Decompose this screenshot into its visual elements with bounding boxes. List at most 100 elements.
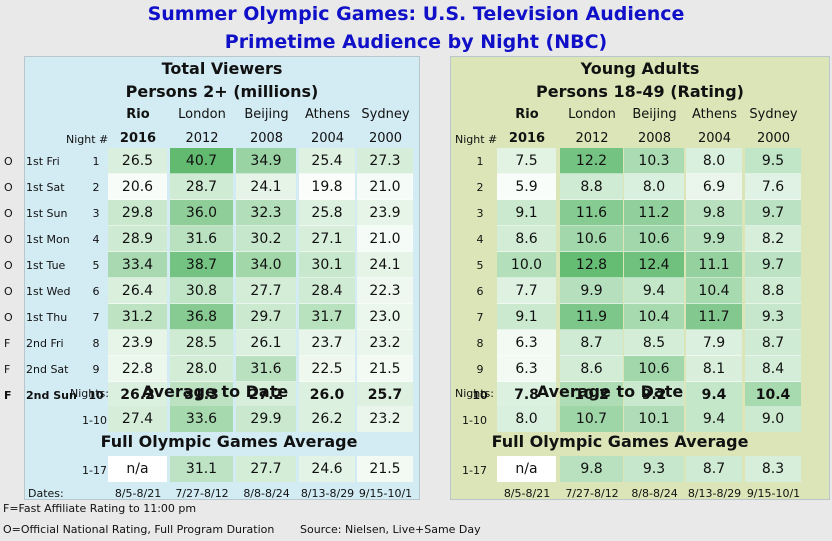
total-value-cell: 31.2 xyxy=(108,304,167,330)
young-value-cell: 11.6 xyxy=(560,200,623,226)
total-value-cell: 22.5 xyxy=(299,356,355,382)
young-night-number: 4 xyxy=(476,233,484,246)
young-adults-heading: Young Adults xyxy=(580,59,700,78)
young-full-avg-cell: 8.3 xyxy=(745,456,801,482)
total-value-cell: 28.5 xyxy=(170,330,233,356)
total-value-cell: 36.8 xyxy=(170,304,233,330)
total-value-cell: 32.3 xyxy=(236,200,296,226)
young-col-name: Beijing xyxy=(632,107,677,122)
young-value-cell: 8.6 xyxy=(497,226,556,252)
young-avg-to-date-cell: 10.1 xyxy=(624,406,684,432)
total-value-cell: 22.3 xyxy=(357,278,413,304)
young-value-cell: 9.5 xyxy=(745,148,801,174)
chart-title: Summer Olympic Games: U.S. Television Au… xyxy=(147,3,685,25)
young-night-number: 9 xyxy=(476,363,484,376)
total-col-name: Sydney xyxy=(361,107,410,122)
total-value-cell: 29.8 xyxy=(108,200,167,226)
young-col-name: Sydney xyxy=(749,107,798,122)
total-night-number: 8 xyxy=(92,337,100,350)
total-value-cell: 28.0 xyxy=(170,356,233,382)
total-value-cell: 27.2 xyxy=(236,382,296,408)
total-value-cell: 28.4 xyxy=(299,278,355,304)
rating-type-mark: O xyxy=(4,285,13,298)
young-value-cell: 11.7 xyxy=(686,304,742,330)
young-value-cell: 9.9 xyxy=(686,226,742,252)
total-col-name: Athens xyxy=(304,107,350,122)
total-value-cell: 23.9 xyxy=(357,200,413,226)
total-col-year: 2008 xyxy=(249,131,284,146)
night-label: 1st Tue xyxy=(26,259,66,272)
total-value-cell: 23.9 xyxy=(108,330,167,356)
total-value-cell: 40.7 xyxy=(170,148,233,174)
young-value-cell: 9.8 xyxy=(686,200,742,226)
total-value-cell: 24.1 xyxy=(236,174,296,200)
young-adults-subheading: Persons 18-49 (Rating) xyxy=(536,82,744,101)
young-night-header: Night # xyxy=(455,133,498,146)
young-value-cell: 11.2 xyxy=(624,200,684,226)
total-value-cell: 23.7 xyxy=(299,330,355,356)
rating-type-mark: F xyxy=(4,337,11,350)
young-col-year: 2008 xyxy=(637,131,672,146)
total-night-number: 10 xyxy=(88,389,104,402)
young-value-cell: 9.3 xyxy=(745,304,801,330)
total-value-cell: 26.4 xyxy=(108,278,167,304)
young-nights-label: Nights: xyxy=(455,387,494,400)
young-night-number: 7 xyxy=(476,311,484,324)
total-value-cell: 30.1 xyxy=(299,252,355,278)
footnote-official-rating: O=Official National Rating, Full Program… xyxy=(3,523,275,536)
total-value-cell: 27.1 xyxy=(299,226,355,252)
night-label: 1st Wed xyxy=(26,285,71,298)
young-value-cell: 7.6 xyxy=(745,174,801,200)
young-value-cell: 11.9 xyxy=(560,304,623,330)
total-full-avg-cell: 27.7 xyxy=(236,456,296,482)
young-value-cell: 9.1 xyxy=(497,200,556,226)
total-value-cell: 25.7 xyxy=(357,382,413,408)
night-label: 1st Sat xyxy=(26,181,65,194)
young-full-avg-cell: 9.8 xyxy=(560,456,623,482)
total-col-name: Beijing xyxy=(244,107,289,122)
young-date-range: 8/8-8/24 xyxy=(631,487,678,500)
total-value-cell: 38.7 xyxy=(170,252,233,278)
night-label: 1st Mon xyxy=(26,233,70,246)
rating-type-mark: O xyxy=(4,207,13,220)
total-value-cell: 34.9 xyxy=(236,148,296,174)
young-night-number: 8 xyxy=(476,337,484,350)
young-night-number: 2 xyxy=(476,181,484,194)
young-range-1-10: 1-10 xyxy=(462,414,487,427)
total-col-name: Rio xyxy=(126,107,150,122)
total-night-number: 2 xyxy=(92,181,100,194)
total-date-range: 8/8-8/24 xyxy=(243,487,290,500)
young-value-cell: 8.1 xyxy=(686,356,742,382)
young-col-year: 2012 xyxy=(575,131,609,146)
young-date-range: 8/13-8/29 xyxy=(687,487,742,500)
total-avg-to-date-heading: Average to Date xyxy=(141,382,289,401)
night-label: 2nd Sat xyxy=(26,363,69,376)
rating-type-mark: O xyxy=(4,181,13,194)
rating-type-mark: O xyxy=(4,259,13,272)
young-value-cell: 8.0 xyxy=(624,174,684,200)
young-value-cell: 10.2 xyxy=(560,382,623,408)
total-full-avg-cell: n/a xyxy=(108,456,167,482)
total-value-cell: 21.5 xyxy=(357,356,413,382)
total-night-number: 1 xyxy=(92,155,100,168)
total-value-cell: 27.3 xyxy=(357,148,413,174)
total-full-avg-cell: 31.1 xyxy=(170,456,233,482)
young-value-cell: 9.9 xyxy=(560,278,623,304)
total-col-year: 2004 xyxy=(310,131,345,146)
young-col-name: London xyxy=(568,107,616,122)
young-full-avg-cell: 8.7 xyxy=(686,456,742,482)
night-label: 1st Sun xyxy=(26,207,68,220)
young-value-cell: 8.4 xyxy=(745,356,801,382)
total-night-number: 5 xyxy=(92,259,100,272)
total-value-cell: 31.7 xyxy=(299,304,355,330)
total-col-year: 2000 xyxy=(368,131,403,146)
total-value-cell: 31.6 xyxy=(236,356,296,382)
rating-type-mark: O xyxy=(4,233,13,246)
young-avg-to-date-cell: 10.7 xyxy=(560,406,623,432)
night-label: 2nd Sun xyxy=(26,389,77,402)
young-value-cell: 11.1 xyxy=(686,252,742,278)
total-value-cell: 25.4 xyxy=(299,148,355,174)
young-value-cell: 10.4 xyxy=(624,304,684,330)
night-label: 1st Thu xyxy=(26,311,68,324)
total-value-cell: 26.1 xyxy=(236,330,296,356)
